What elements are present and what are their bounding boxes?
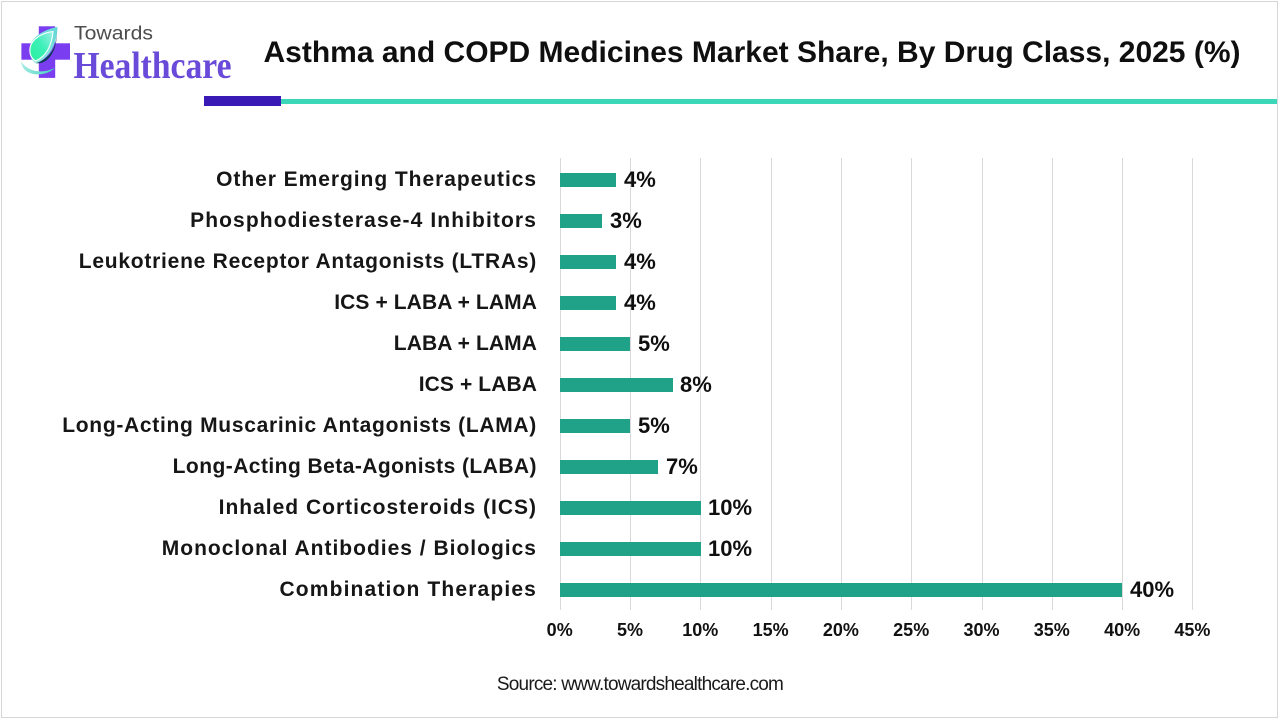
- svg-text:Towards: Towards: [74, 24, 153, 45]
- svg-text:Healthcare: Healthcare: [74, 45, 232, 87]
